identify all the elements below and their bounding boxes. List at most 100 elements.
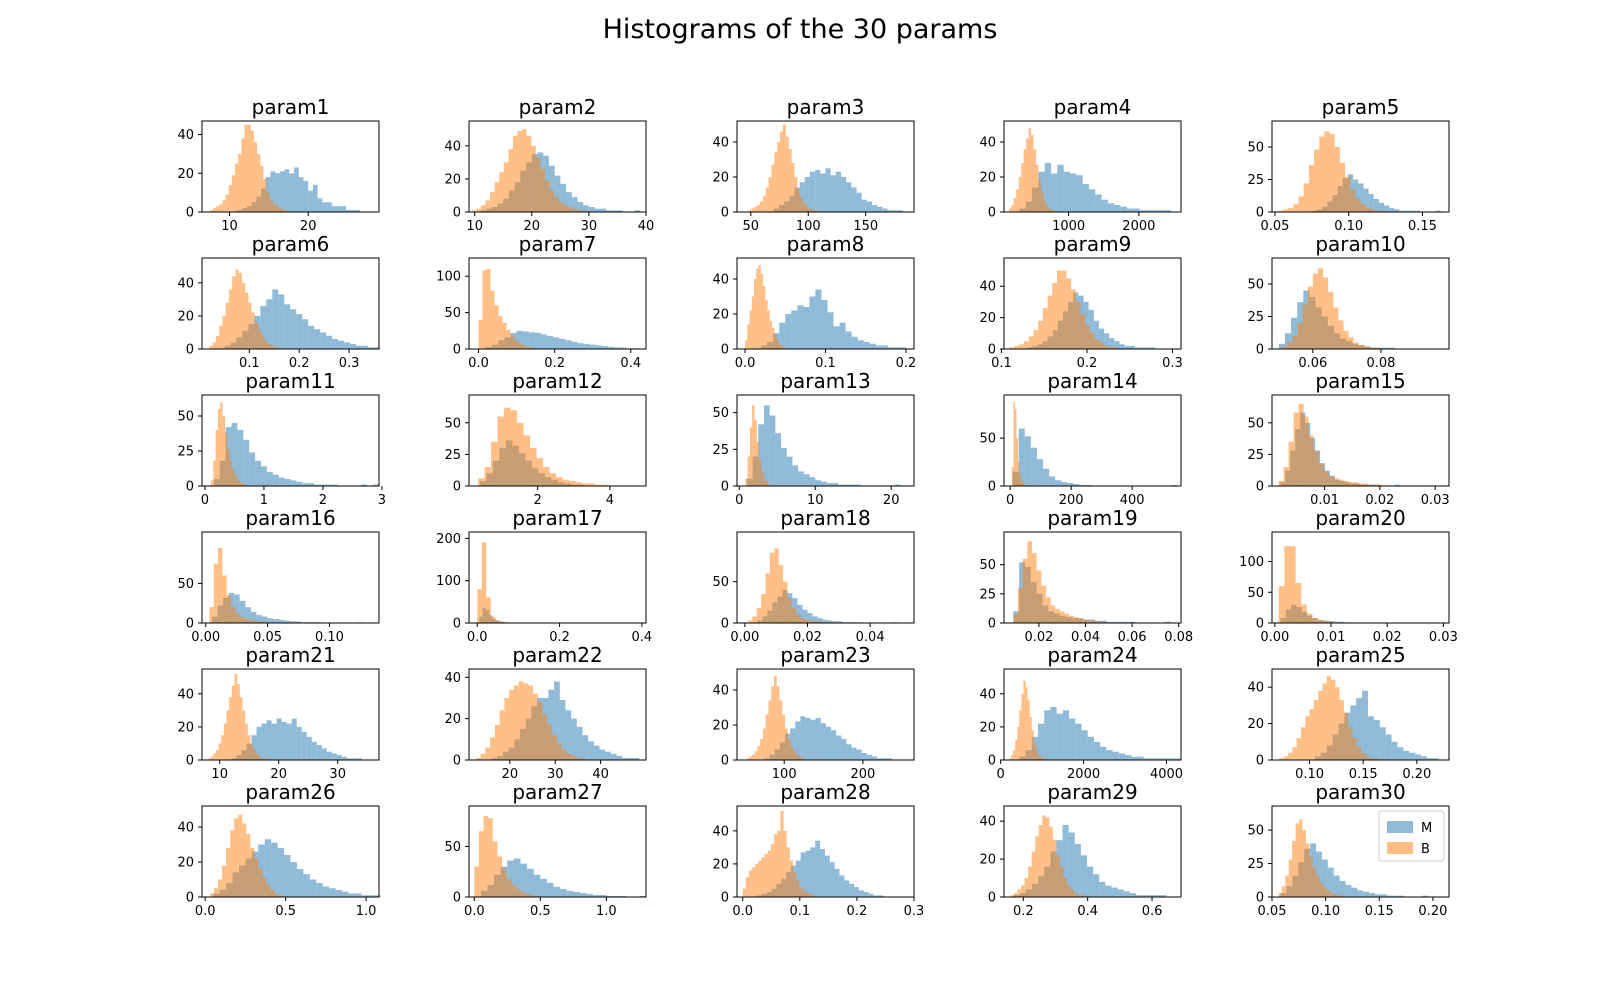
histogram-bar	[1125, 755, 1132, 760]
histogram-bar	[582, 735, 589, 760]
subplot-title: param19	[1047, 506, 1137, 530]
histogram-bar	[247, 124, 251, 212]
histogram-bar	[1114, 205, 1121, 212]
histogram-bar	[1295, 583, 1302, 623]
histogram-bar	[821, 300, 828, 349]
histogram-bar	[527, 868, 534, 897]
histogram-bar	[1295, 823, 1300, 897]
histogram-bar	[1118, 621, 1124, 623]
histogram-bar	[1044, 163, 1052, 212]
x-tick-label: 20	[502, 767, 519, 782]
series-M	[231, 718, 362, 760]
histogram-bar	[480, 205, 486, 212]
axes-frame	[468, 805, 647, 898]
subplot-title: param23	[780, 643, 870, 667]
histogram-bar	[1394, 484, 1400, 486]
x-tick-label: 0.0	[195, 904, 216, 919]
histogram-bar	[296, 481, 303, 486]
histogram-bar	[1069, 718, 1076, 760]
axes-frame	[736, 805, 915, 898]
histogram-bar	[1017, 726, 1020, 760]
x-tick-label: 0.04	[856, 630, 885, 645]
histogram-bar	[580, 757, 586, 760]
subplot-title: param5	[1322, 95, 1400, 119]
histogram-bar	[532, 693, 538, 760]
histogram-bar	[755, 863, 759, 897]
histogram-bar	[244, 619, 249, 623]
histogram-bar	[1297, 323, 1303, 349]
histogram-bar	[895, 484, 901, 486]
histogram-bar	[232, 276, 236, 349]
histogram-bar	[295, 621, 302, 623]
axes-frame	[1003, 120, 1182, 213]
axes-frame	[736, 531, 915, 624]
histogram-bar	[856, 192, 862, 212]
histogram-bar	[774, 335, 777, 349]
histogram-bar	[1143, 758, 1150, 760]
histogram-bar	[271, 345, 275, 349]
histogram-bar	[290, 480, 297, 486]
histogram-bar	[560, 183, 567, 212]
histogram-bar	[1098, 328, 1105, 349]
y-tick-label: 40	[444, 671, 461, 686]
histogram-bar	[1288, 208, 1294, 212]
histogram-bar	[832, 483, 839, 486]
histogram-bar	[1114, 341, 1120, 349]
histogram-bar	[780, 810, 784, 897]
histogram-bar	[1071, 289, 1076, 349]
histogram-bar	[1319, 136, 1325, 212]
histogram-bar	[1117, 889, 1124, 897]
histogram-bar	[834, 868, 840, 897]
histogram-bar	[231, 423, 238, 486]
x-tick-label: 0.5	[530, 904, 551, 919]
y-tick-label: 20	[177, 856, 194, 871]
histogram-bar	[1299, 819, 1303, 897]
histogram-bar	[563, 205, 568, 212]
histogram-bar	[232, 469, 235, 486]
histogram-bar	[749, 427, 753, 486]
y-tick-label: 0	[988, 754, 996, 769]
histogram-bar	[581, 210, 587, 212]
x-tick-label: 20	[300, 219, 317, 234]
histogram-bar	[226, 595, 232, 623]
histogram-bar	[1013, 198, 1017, 212]
histogram-bar	[216, 206, 220, 212]
histogram-bar	[866, 754, 872, 760]
histogram-bar	[1025, 687, 1028, 760]
histogram-bar	[566, 753, 572, 760]
histogram-bar	[560, 888, 567, 897]
histogram-bar	[772, 328, 775, 349]
histogram-bar	[1283, 756, 1289, 760]
histogram-bar	[749, 310, 752, 349]
histogram-bar	[222, 200, 226, 212]
histogram-bar	[1013, 401, 1015, 486]
histogram-bar	[1422, 895, 1429, 897]
y-tick-label: 0	[186, 480, 194, 495]
histogram-bar	[336, 206, 342, 212]
subplot-param4: param4 1000 2000 0 20 40	[979, 95, 1182, 234]
histogram-bar	[1365, 208, 1371, 212]
y-tick-label: 0	[721, 480, 729, 495]
histogram-bar	[490, 192, 495, 212]
histogram-bar	[1318, 463, 1324, 486]
series-B	[746, 676, 805, 760]
histogram-bar	[234, 673, 238, 760]
histogram-bar	[837, 621, 843, 623]
histogram-bar	[747, 620, 753, 623]
series-B	[1278, 403, 1384, 486]
histogram-bar	[229, 697, 232, 760]
histogram-bar	[535, 157, 541, 212]
histogram-bar	[875, 345, 882, 349]
histogram-bar	[1339, 699, 1344, 760]
axes-frame	[1003, 257, 1182, 350]
histogram-bar	[1358, 483, 1364, 486]
y-tick-label: 50	[712, 406, 729, 421]
y-tick-label: 20	[979, 853, 996, 868]
histogram-bar	[1073, 292, 1079, 349]
histogram-bar	[808, 893, 812, 897]
histogram-bar	[762, 728, 766, 760]
histogram-bar	[209, 345, 213, 349]
histogram-bar	[825, 168, 831, 212]
histogram-bar	[266, 192, 270, 212]
histogram-bar	[809, 620, 814, 623]
